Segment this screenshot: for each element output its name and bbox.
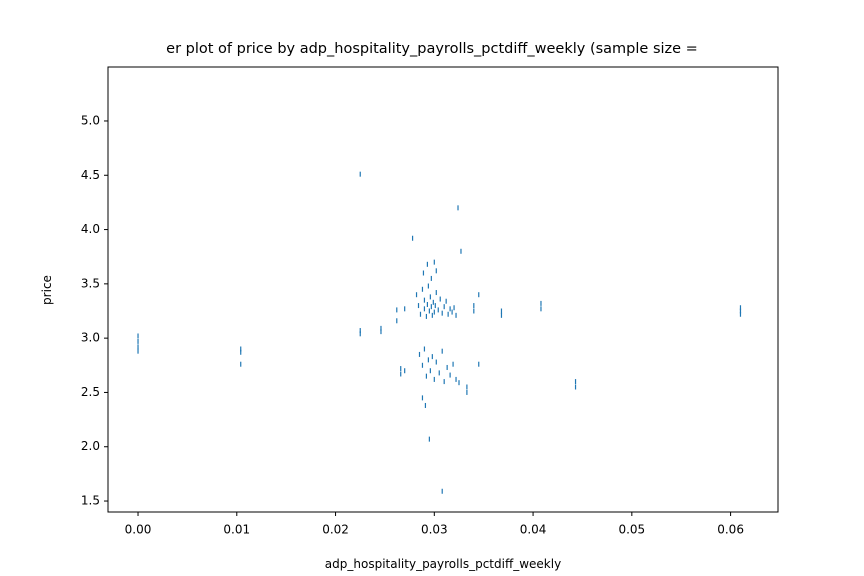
y-tick-label: 4.0 [81, 222, 100, 236]
y-tick-label: 5.0 [81, 113, 100, 127]
x-tick-label: 0.01 [223, 523, 250, 537]
x-axis-label: adp_hospitality_payrolls_pctdiff_weekly [325, 557, 561, 571]
y-axis-label: price [40, 275, 54, 305]
y-tick-label: 2.5 [81, 385, 100, 399]
y-tick-label: 1.5 [81, 494, 100, 508]
y-tick-label: 4.5 [81, 168, 100, 182]
x-tick-label: 0.05 [618, 523, 645, 537]
axes-frame [107, 66, 779, 513]
y-tick-label: 2.0 [81, 439, 100, 453]
y-tick-label: 3.5 [81, 276, 100, 290]
chart-title: er plot of price by adp_hospitality_payr… [166, 41, 698, 57]
x-tick-label: 0.03 [421, 523, 448, 537]
x-tick-label: 0.06 [717, 523, 744, 537]
x-tick-label: 0.02 [322, 523, 349, 537]
y-tick-label: 3.0 [81, 331, 100, 345]
x-tick-label: 0.00 [125, 523, 152, 537]
x-tick-label: 0.04 [520, 523, 547, 537]
